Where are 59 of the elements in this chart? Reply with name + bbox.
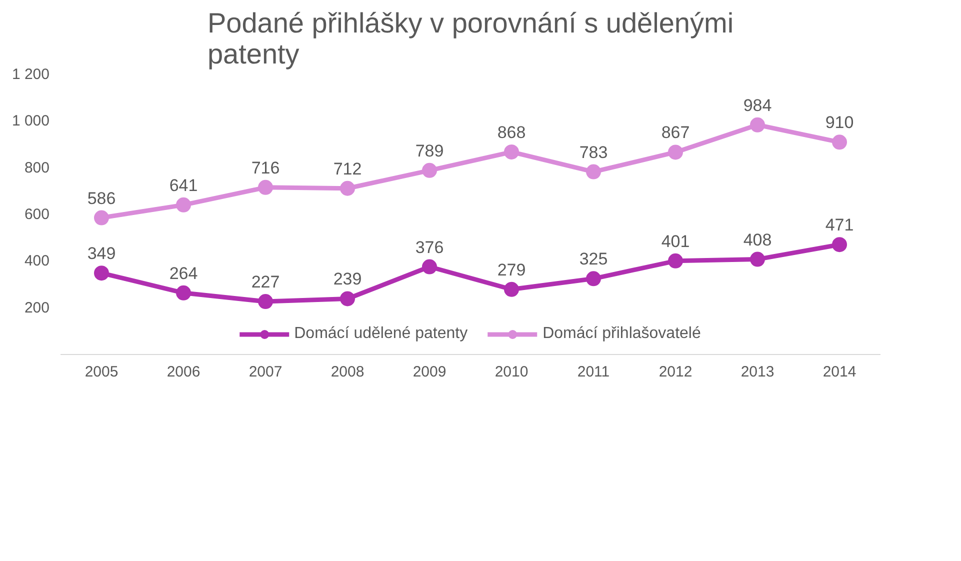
data-label: 401 <box>661 232 690 251</box>
data-label: 712 <box>333 159 362 178</box>
point <box>422 259 437 274</box>
x-tick-label: 2010 <box>494 364 528 380</box>
data-label: 716 <box>251 158 280 178</box>
y-tick-label: 200 <box>24 299 50 316</box>
data-label: 279 <box>497 260 526 280</box>
point <box>176 285 191 300</box>
data-label: 910 <box>825 113 854 132</box>
x-tick-label: 2007 <box>248 364 282 380</box>
point <box>94 266 109 281</box>
point <box>340 291 355 306</box>
data-label: 239 <box>333 270 362 289</box>
chart-title: Podané přihlášky v porovnání s udělenými patenty <box>207 8 734 70</box>
data-label: 783 <box>579 142 608 162</box>
data-label: 641 <box>169 176 198 195</box>
data-label: 376 <box>415 238 444 257</box>
data-label: 349 <box>87 244 116 264</box>
x-tick-label: 2013 <box>740 364 774 380</box>
point <box>176 197 191 212</box>
data-label: 408 <box>743 230 772 250</box>
data-label: 325 <box>579 250 608 269</box>
data-label: 867 <box>661 123 690 142</box>
point <box>586 164 601 180</box>
data-label: 227 <box>251 272 280 292</box>
y-tick-label: 400 <box>24 252 50 270</box>
point <box>832 134 847 150</box>
x-tick-label: 2005 <box>84 364 118 380</box>
point <box>340 180 355 196</box>
data-label: 471 <box>825 216 854 235</box>
x-tick-label: 2014 <box>822 364 856 380</box>
point <box>258 294 273 310</box>
x-tick-label: 2011 <box>577 364 610 380</box>
y-tick-label: 600 <box>24 206 50 223</box>
x-tick-label: 2008 <box>330 364 364 380</box>
data-label: 868 <box>497 122 526 142</box>
legend-label: Domácí udělené patenty <box>294 325 468 343</box>
point <box>668 253 683 268</box>
x-tick-label: 2009 <box>412 364 446 380</box>
point <box>750 252 765 267</box>
point <box>750 117 765 132</box>
data-label: 984 <box>743 96 772 115</box>
point <box>422 162 437 178</box>
point <box>832 237 847 252</box>
x-tick-label: 2006 <box>166 364 200 380</box>
y-tick-label: 1 000 <box>12 112 50 130</box>
point <box>504 282 519 297</box>
data-label: 586 <box>87 188 116 208</box>
point <box>258 180 273 195</box>
legend-label: Domácí přihlašovatelé <box>542 325 701 343</box>
data-label: 789 <box>415 141 444 160</box>
point <box>668 144 683 160</box>
point <box>504 144 519 160</box>
point <box>94 210 109 226</box>
data-label: 264 <box>169 264 198 283</box>
x-tick-label: 2012 <box>658 364 692 380</box>
point <box>586 271 601 286</box>
y-tick-label: 1 200 <box>12 66 50 83</box>
y-tick-label: 800 <box>24 159 50 176</box>
